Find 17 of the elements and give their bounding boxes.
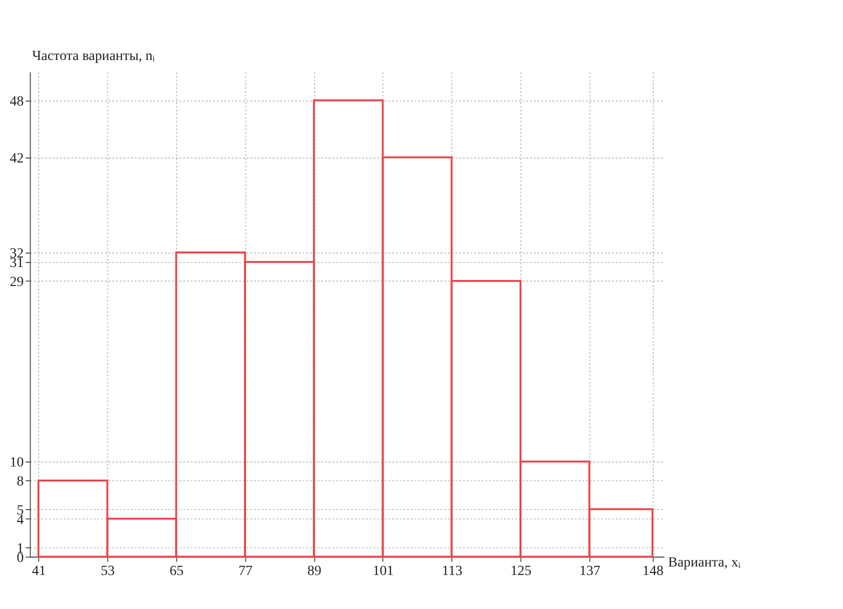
y-tick-label: 48 (10, 94, 24, 110)
x-tick-label: 53 (100, 564, 115, 579)
x-tick-label: 89 (307, 564, 322, 579)
x-tick-label: 41 (32, 564, 46, 579)
y-tick-label: 29 (10, 275, 24, 290)
x-tick-label: 113 (442, 564, 462, 579)
y-tick-label: 10 (10, 456, 24, 471)
y-tick-label: 8 (16, 474, 24, 490)
y-axis-title: Частота варианты, nᵢ (32, 49, 156, 64)
x-tick-label: 125 (510, 564, 532, 579)
x-tick-label: 65 (170, 564, 184, 579)
x-axis-title: Варианта, xᵢ (668, 555, 742, 570)
x-tick-label: 148 (642, 564, 664, 579)
y-tick-label: 42 (10, 151, 24, 166)
x-tick-label: 77 (238, 564, 253, 579)
x-tick-label: 137 (579, 564, 600, 579)
x-tick-label: 101 (372, 564, 394, 579)
